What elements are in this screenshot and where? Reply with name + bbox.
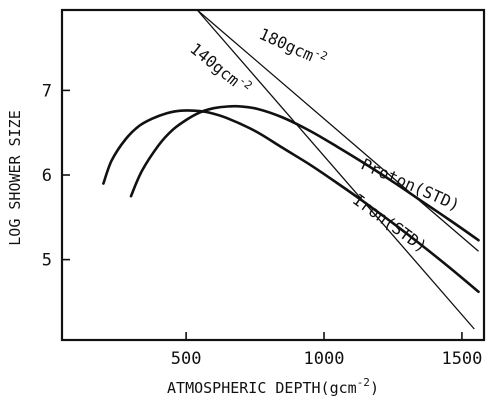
x-tick-label: 500: [171, 349, 202, 369]
x-tick-label: 1500: [441, 349, 482, 369]
series-layer: [102, 9, 480, 330]
series-line-proton-std: [129, 104, 480, 242]
curve-label: 140gcm-2: [186, 37, 254, 98]
plot-frame: [60, 8, 486, 342]
x-axis-label: ATMOSPHERIC DEPTH(gcm-2): [167, 376, 379, 397]
curve-label: 180gcm-2: [256, 22, 329, 70]
y-tick-label: 6: [42, 166, 52, 186]
axis-ticks: 500 1000 1500 5 6 7: [42, 81, 483, 369]
y-tick-label: 5: [42, 251, 52, 271]
x-tick-label: 1000: [304, 349, 345, 369]
series-line-iron-std: [102, 109, 480, 294]
y-tick-label: 7: [42, 81, 52, 101]
series-line-180gcm-2: [196, 9, 479, 252]
series-line-140gcm-2: [196, 9, 475, 330]
y-axis-label: LOG SHOWER SIZE: [6, 110, 24, 245]
plot-area: [60, 8, 486, 342]
